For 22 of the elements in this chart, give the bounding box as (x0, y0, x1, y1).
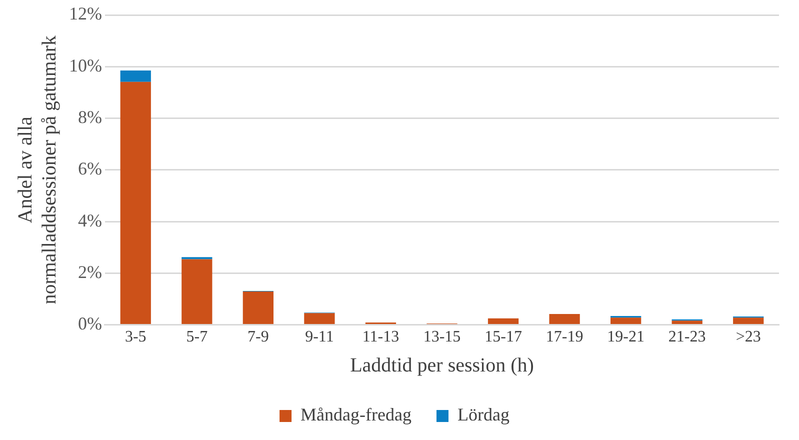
y-tick-label: 2% (78, 262, 102, 282)
x-tick-label: 13-15 (423, 328, 461, 346)
x-tick-label: 9-11 (305, 328, 334, 346)
y-axis-title: Andel av alla normalladdsessioner på gatumark (14, 35, 60, 304)
y-tick-label: 4% (78, 210, 102, 230)
x-tick-label: 3-5 (124, 328, 146, 346)
x-axis-title: Laddtid per session (h) (350, 354, 534, 376)
x-tick-label: 19-21 (607, 328, 644, 346)
x-tick-label: 21-23 (668, 328, 706, 346)
x-tick-label: 15-17 (484, 328, 522, 346)
x-tick-label: 11-13 (362, 328, 400, 346)
y-tick-label: 8% (78, 107, 102, 127)
x-tick-label: 7-9 (248, 328, 269, 346)
y-tick-label: 6% (78, 158, 102, 179)
x-tick-label: 5-7 (186, 328, 208, 346)
y-tick-label: 10% (68, 55, 102, 76)
legend-label: Måndag-fredag (300, 404, 412, 425)
legend-label: Lördag (457, 404, 510, 425)
y-tick-label: 0% (78, 314, 102, 334)
y-tick-label: 12% (68, 4, 102, 24)
x-tick-label: 17-19 (546, 328, 584, 346)
x-tick-label: >23 (736, 328, 761, 346)
